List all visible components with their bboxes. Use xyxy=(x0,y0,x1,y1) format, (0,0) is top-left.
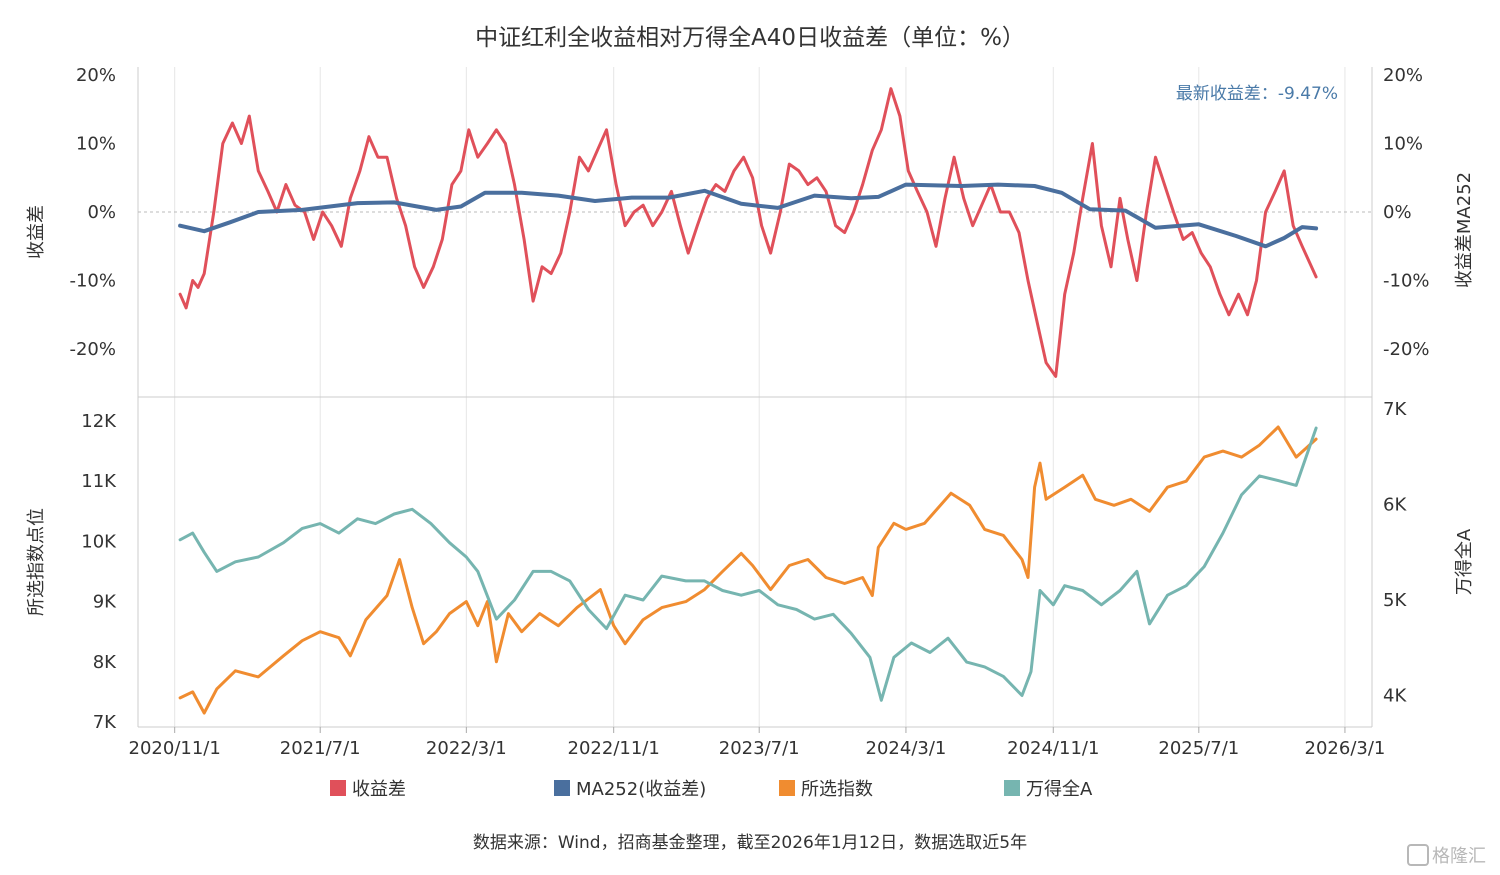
wind-all-a-line xyxy=(178,426,1318,702)
legend-swatch xyxy=(779,780,795,796)
legend-swatch xyxy=(554,780,570,796)
spread-line xyxy=(178,87,1318,378)
x-tick-label: 2023/7/1 xyxy=(719,738,800,759)
x-tick-label: 2026/3/1 xyxy=(1305,738,1386,759)
source-note: 数据来源：Wind，招商基金整理，截至2026年1月12日，数据选取近5年 xyxy=(473,833,1027,853)
watermark: 格隆汇 xyxy=(1407,844,1486,867)
y-tick-label-right: -20% xyxy=(1383,339,1430,360)
legend: 收益差 MA252(收益差) 所选指数 万得全A xyxy=(330,779,1093,800)
ticks: 2020/11/1 2021/7/1 2022/3/1 2022/11/1 2023/7… xyxy=(69,65,1429,759)
y-tick-label-right: -10% xyxy=(1383,271,1430,292)
legend-label: MA252(收益差) xyxy=(576,779,706,800)
y-tick-label-left: 10K xyxy=(81,531,117,552)
y-tick-label-right: 4K xyxy=(1383,686,1407,707)
y-tick-label-left: -20% xyxy=(69,339,116,360)
y-tick-label-left: 20% xyxy=(76,65,116,86)
top-right-axis-title: 收益差MA252 xyxy=(1454,172,1475,288)
legend-label: 万得全A xyxy=(1026,779,1093,800)
y-tick-label-right: 0% xyxy=(1383,202,1412,223)
selected-index-line xyxy=(178,425,1318,715)
legend-swatch xyxy=(330,780,346,796)
x-tick-label: 2024/3/1 xyxy=(866,738,947,759)
y-tick-label-right: 20% xyxy=(1383,65,1423,86)
bottom-right-axis-title: 万得全A xyxy=(1454,528,1475,595)
top-left-axis-title: 收益差 xyxy=(26,205,47,259)
x-tick-label: 2022/11/1 xyxy=(568,738,660,759)
y-tick-label-left: 11K xyxy=(81,471,117,492)
y-tick-label-left: 0% xyxy=(87,202,116,223)
y-tick-label-left: 8K xyxy=(93,652,117,673)
y-tick-label-left: -10% xyxy=(69,271,116,292)
watermark-logo-icon xyxy=(1407,844,1429,866)
legend-label: 收益差 xyxy=(352,779,406,800)
bottom-left-axis-title: 所选指数点位 xyxy=(26,508,47,616)
legend-label: 所选指数 xyxy=(801,779,873,800)
x-tick-label: 2020/11/1 xyxy=(129,738,221,759)
watermark-text: 格隆汇 xyxy=(1432,846,1486,867)
x-tick-label: 2022/3/1 xyxy=(426,738,507,759)
series xyxy=(178,87,1319,715)
y-tick-label-right: 5K xyxy=(1383,590,1407,611)
x-tick-label: 2021/7/1 xyxy=(280,738,361,759)
chart-title: 中证红利全收益相对万得全A40日收益差（单位：%） xyxy=(475,25,1025,51)
latest-spread-annotation: 最新收益差：-9.47% xyxy=(1176,84,1338,104)
y-tick-label-left: 7K xyxy=(93,712,117,733)
y-tick-label-right: 6K xyxy=(1383,495,1407,516)
legend-swatch xyxy=(1004,780,1020,796)
ma252-line xyxy=(178,182,1319,249)
y-tick-label-left: 12K xyxy=(81,411,117,432)
y-tick-label-left: 10% xyxy=(76,134,116,155)
x-tick-label: 2024/11/1 xyxy=(1007,738,1099,759)
y-tick-label-right: 10% xyxy=(1383,134,1423,155)
y-tick-label-right: 7K xyxy=(1383,399,1407,420)
x-tick-label: 2025/7/1 xyxy=(1158,738,1239,759)
y-tick-label-left: 9K xyxy=(93,592,117,613)
